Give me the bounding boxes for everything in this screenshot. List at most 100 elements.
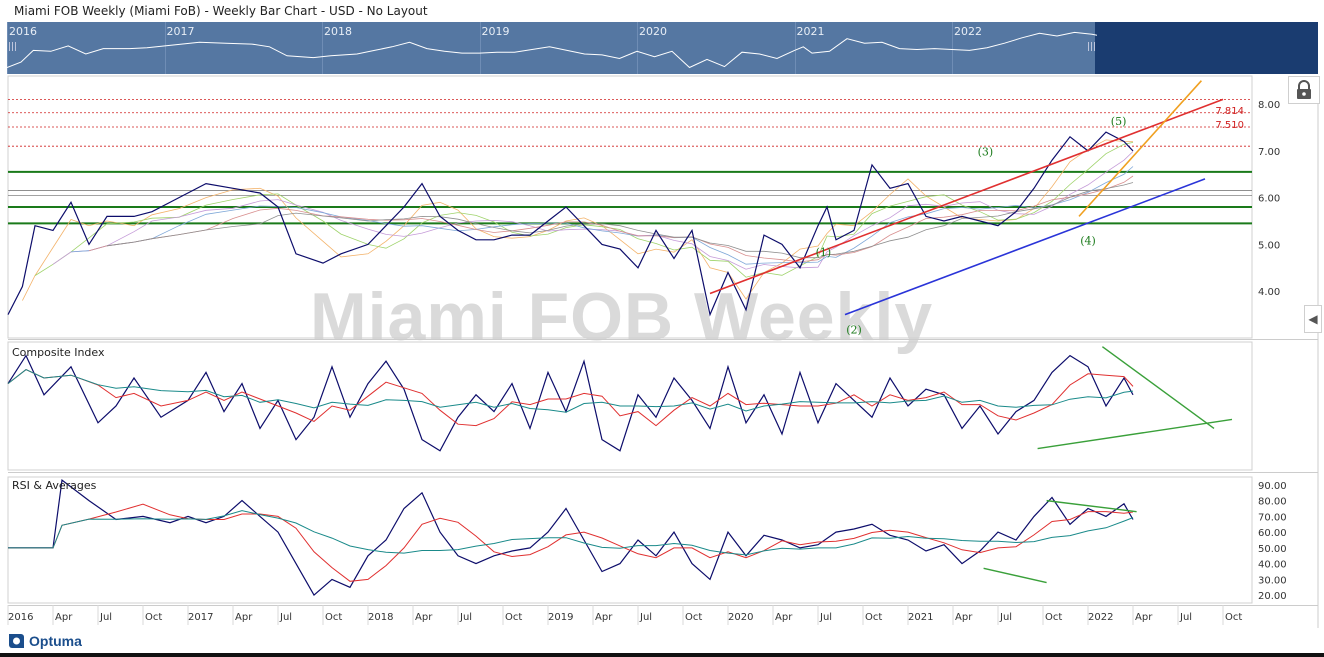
rsi-y-tick: 60.00 — [1258, 528, 1287, 539]
x-axis-tick: Oct — [325, 612, 342, 623]
chart-title: Miami FOB Weekly (Miami FoB) - Weekly Ba… — [14, 4, 428, 18]
x-axis-tick: Jul — [1179, 612, 1192, 623]
nav-year-label: 2017 — [166, 25, 195, 38]
composite-fast-average — [7, 369, 1134, 427]
nav-year-separator — [794, 22, 796, 74]
rsi-panel-frame — [7, 476, 1253, 604]
moving-average-line — [22, 139, 1133, 301]
lock-icon — [1297, 80, 1311, 99]
rsi-trendline — [1046, 499, 1137, 513]
x-axis-tick: Apr — [1135, 612, 1153, 623]
moving-average-line — [34, 142, 1134, 278]
nav-year-separator — [952, 22, 953, 74]
logo-text: Optuma — [29, 633, 82, 649]
rsi-fast-average — [8, 503, 1134, 582]
rsi-y-tick: 80.00 — [1258, 497, 1287, 508]
x-axis-tick: Jul — [459, 612, 472, 623]
rsi-y-tick: 70.00 — [1258, 512, 1287, 523]
rsi-y-tick: 40.00 — [1258, 560, 1287, 571]
elliott-wave-label: (2) — [846, 323, 862, 336]
x-axis-tick: 2017 — [188, 612, 213, 623]
x-axis-tick: 2019 — [548, 612, 573, 623]
price-y-tick: 4.00 — [1258, 287, 1280, 298]
moving-average-line — [88, 175, 1134, 263]
elliott-wave-label: (1) — [816, 246, 832, 259]
price-y-tick: 5.00 — [1258, 240, 1280, 251]
x-axis-tick: 2016 — [8, 612, 33, 623]
x-axis-tick: 2018 — [368, 612, 393, 623]
nav-year-separator — [322, 22, 323, 74]
x-axis-tick: Apr — [955, 612, 973, 623]
x-axis-tick: Jul — [639, 612, 652, 623]
x-axis-tick: Oct — [685, 612, 702, 623]
x-axis-tick: 2020 — [728, 612, 753, 623]
rsi-y-tick: 90.00 — [1258, 481, 1287, 492]
x-axis-tick: Jul — [279, 612, 292, 623]
level-label: 7.510 — [1215, 120, 1244, 131]
rsi-y-tick: 30.00 — [1258, 575, 1287, 586]
optuma-logo-icon — [9, 634, 24, 648]
rsi-trendline — [983, 567, 1047, 584]
trendline-orange — [1078, 80, 1202, 217]
nav-handle-left[interactable]: ||| — [8, 42, 18, 52]
navigator[interactable]: 2016 2017 2018 2019 2020 2021 2022 ||| ||| — [7, 22, 1318, 74]
x-axis-tick: Jul — [999, 612, 1012, 623]
nav-year-separator — [479, 22, 481, 74]
composite-index-line — [7, 354, 1134, 452]
price-y-tick: 6.00 — [1258, 194, 1280, 205]
navigator-future-region — [1095, 22, 1318, 74]
bottom-border — [0, 653, 1324, 657]
nav-year-label: 2021 — [796, 25, 825, 38]
collapse-panel-button[interactable]: ◀ — [1304, 305, 1322, 333]
x-axis-tick: 2021 — [908, 612, 933, 623]
elliott-wave-label: (4) — [1080, 234, 1096, 247]
nav-mini-chart — [7, 31, 1097, 69]
nav-year-label: 2019 — [481, 25, 510, 38]
price-series-line — [7, 131, 1134, 317]
nav-handle-right[interactable]: ||| — [1087, 42, 1097, 52]
price-y-tick: 7.00 — [1258, 147, 1280, 158]
moving-average-line — [106, 182, 1134, 259]
optuma-logo: Optuma — [6, 632, 82, 650]
x-axis-tick: Oct — [505, 612, 522, 623]
nav-year-separator — [637, 22, 638, 74]
trendline-blue — [844, 178, 1206, 316]
x-axis-tick: Jul — [819, 612, 832, 623]
elliott-wave-label: (5) — [1111, 115, 1127, 128]
x-axis-tick: Oct — [145, 612, 162, 623]
nav-year-separator — [7, 22, 8, 74]
x-axis-tick: Oct — [1225, 612, 1242, 623]
rsi-panel-label: RSI & Averages — [12, 479, 97, 492]
composite-panel-label: Composite Index — [12, 346, 105, 359]
composite-trendline — [1101, 346, 1215, 429]
composite-panel-frame — [7, 341, 1253, 471]
composite-slow-average — [7, 369, 1134, 413]
chevron-left-icon: ◀ — [1308, 312, 1318, 326]
x-axis-tick: Apr — [55, 612, 73, 623]
elliott-wave-label: (3) — [978, 146, 994, 159]
moving-average-line — [70, 166, 1134, 265]
nav-year-label: 2020 — [639, 25, 667, 38]
moving-average-line — [52, 151, 1134, 270]
nav-mini-line — [7, 31, 1097, 69]
x-axis-tick: 2022 — [1088, 612, 1113, 623]
nav-year-label: 2022 — [954, 25, 982, 38]
rsi-y-tick: 20.00 — [1258, 591, 1287, 602]
x-axis-tick: Apr — [595, 612, 613, 623]
price-y-tick: 8.00 — [1258, 100, 1280, 111]
nav-year-label: 2016 — [9, 25, 37, 38]
nav-year-label: 2018 — [324, 25, 352, 38]
composite-trendline — [1037, 418, 1233, 450]
trendline-red — [709, 98, 1224, 295]
rsi-line — [8, 478, 1134, 597]
level-label: 7.814 — [1215, 106, 1244, 117]
nav-year-separator — [164, 22, 166, 74]
lock-button[interactable] — [1288, 76, 1320, 104]
rsi-slow-average — [8, 510, 1134, 556]
x-axis-tick: Oct — [1045, 612, 1062, 623]
rsi-y-tick: 50.00 — [1258, 544, 1287, 555]
x-axis-tick: Apr — [775, 612, 793, 623]
x-axis-tick: Apr — [415, 612, 433, 623]
x-axis-tick: Jul — [99, 612, 112, 623]
